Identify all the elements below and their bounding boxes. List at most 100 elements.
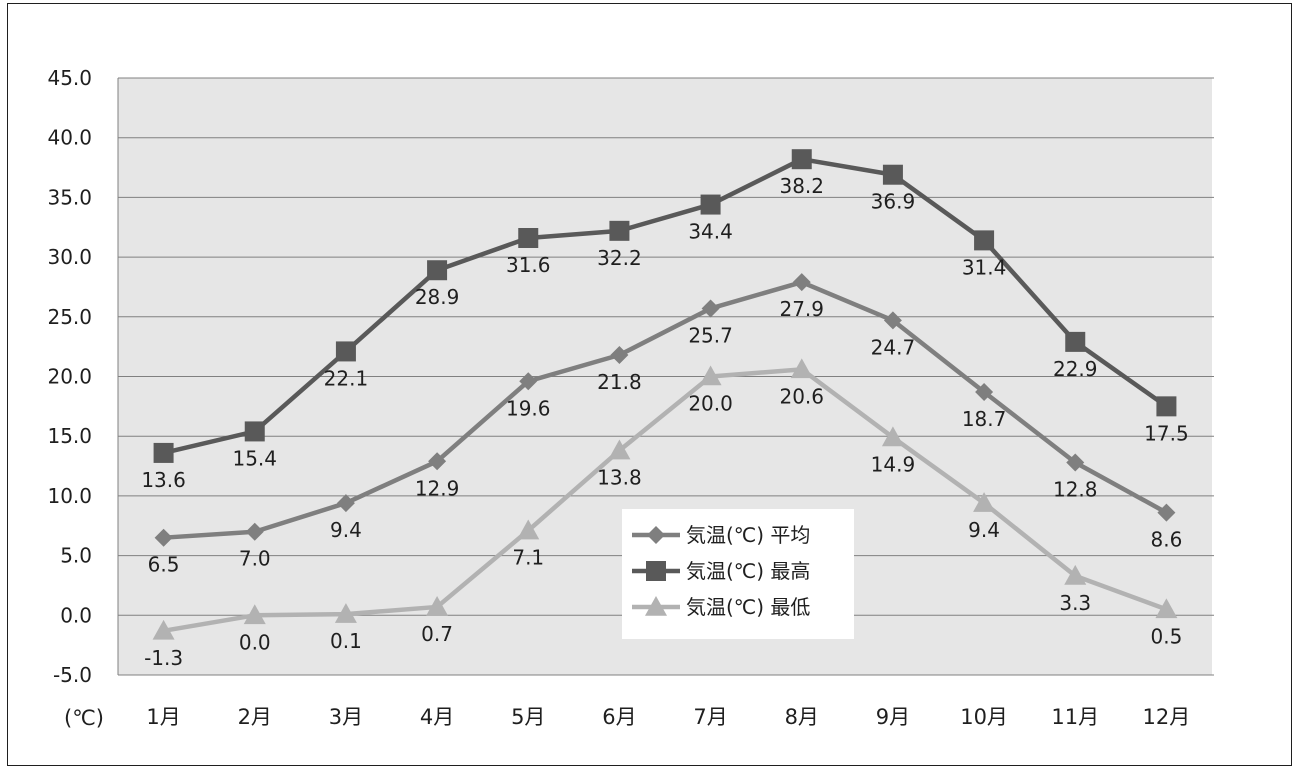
data-label: 19.6: [506, 396, 551, 420]
data-label: 31.6: [506, 253, 551, 277]
data-point-diamond: [1066, 453, 1085, 472]
data-point-triangle: [243, 604, 266, 625]
y-tick-label: 5.0: [60, 544, 92, 568]
data-point-triangle: [790, 358, 813, 379]
data-label: 20.0: [688, 392, 733, 416]
data-point-square: [244, 421, 265, 442]
data-point-diamond: [975, 383, 994, 402]
data-point-triangle: [152, 619, 175, 640]
data-label: 0.5: [1151, 624, 1183, 648]
data-label: 22.1: [324, 366, 369, 390]
data-point-square: [974, 230, 995, 251]
x-tick-label: 7月: [693, 705, 727, 729]
data-label: 28.9: [415, 285, 460, 309]
data-label: -1.3: [144, 646, 183, 670]
legend-marker-square: [646, 561, 666, 581]
data-label: 34.4: [688, 220, 733, 244]
data-label: 3.3: [1059, 591, 1091, 615]
y-tick-label: 35.0: [47, 185, 92, 209]
data-point-diamond: [519, 372, 538, 391]
data-label: 8.6: [1151, 528, 1183, 552]
x-tick-label: 9月: [876, 705, 910, 729]
data-label: 22.9: [1053, 357, 1098, 381]
x-tick-label: 10月: [960, 705, 1008, 729]
data-label: 0.7: [421, 622, 453, 646]
data-label: 20.6: [779, 384, 824, 408]
legend-marker-triangle: [645, 596, 667, 616]
y-tick-label: 0.0: [60, 603, 92, 627]
data-label: 38.2: [779, 174, 824, 198]
data-label: 7.0: [239, 547, 271, 571]
data-label: 15.4: [232, 446, 277, 470]
data-label: 12.8: [1053, 477, 1098, 501]
data-point-triangle: [517, 519, 540, 540]
data-point-triangle: [334, 603, 357, 623]
x-tick-label: 5月: [511, 705, 545, 729]
data-point-square: [700, 194, 721, 215]
data-label: 0.0: [239, 630, 271, 654]
x-tick-label: 3月: [329, 705, 363, 729]
data-point-square: [153, 442, 174, 463]
x-tick-label: 8月: [785, 705, 819, 729]
series-line-square: [163, 156, 1168, 456]
data-label: 24.7: [871, 335, 916, 359]
unit-label: (℃): [64, 706, 104, 730]
y-tick-label: 40.0: [47, 126, 92, 150]
x-tick-label: 2月: [238, 705, 272, 729]
data-label: 17.5: [1144, 421, 1189, 445]
data-label: 12.9: [415, 476, 460, 500]
y-tick-label: -5.0: [53, 663, 92, 687]
data-label: 14.9: [871, 452, 916, 476]
data-point-square: [609, 220, 630, 241]
data-point-diamond: [883, 311, 902, 330]
data-label: 25.7: [688, 323, 733, 347]
legend-entry: 気温(℃) 最低: [686, 595, 810, 619]
y-tick-label: 10.0: [47, 484, 92, 508]
data-label: 18.7: [962, 407, 1007, 431]
data-label: 31.4: [962, 255, 1007, 279]
data-point-square: [1156, 396, 1177, 417]
y-tick-label: 25.0: [47, 305, 92, 329]
data-point-diamond: [1157, 503, 1176, 522]
data-point-diamond: [701, 299, 720, 318]
data-point-triangle: [608, 439, 631, 460]
data-label: 7.1: [512, 546, 544, 570]
x-tick-label: 11月: [1051, 705, 1099, 729]
legend-entry: 気温(℃) 最高: [686, 559, 810, 583]
y-tick-label: 30.0: [47, 245, 92, 269]
y-tick-label: 15.0: [47, 424, 92, 448]
data-point-triangle: [1155, 598, 1178, 619]
data-label: 9.4: [330, 518, 362, 542]
data-label: 13.6: [141, 468, 186, 492]
data-point-square: [791, 149, 812, 170]
data-point-square: [335, 341, 356, 362]
data-point-triangle: [699, 365, 722, 386]
series-line-triangle: [163, 367, 1168, 634]
data-label: 6.5: [148, 553, 180, 577]
data-label: 13.8: [597, 466, 642, 490]
data-label: 32.2: [597, 246, 642, 270]
legend-entry: 気温(℃) 平均: [686, 523, 810, 547]
data-point-diamond: [428, 452, 447, 471]
data-point-triangle: [1064, 564, 1087, 585]
data-label: 21.8: [597, 370, 642, 394]
data-point-diamond: [245, 522, 264, 541]
data-point-diamond: [610, 346, 629, 365]
data-label: 36.9: [871, 190, 916, 214]
legend-marker-diamond: [647, 526, 665, 544]
data-point-diamond: [792, 273, 811, 292]
x-tick-label: 1月: [146, 705, 180, 729]
y-tick-label: 45.0: [47, 66, 92, 90]
x-tick-label: 4月: [420, 705, 454, 729]
x-tick-label: 12月: [1143, 705, 1191, 729]
data-point-triangle: [973, 492, 996, 512]
series-line-diamond: [163, 279, 1168, 540]
x-tick-label: 6月: [602, 705, 636, 729]
data-label: 0.1: [330, 629, 362, 653]
data-point-square: [427, 260, 448, 281]
data-point-diamond: [154, 528, 173, 547]
data-point-triangle: [426, 595, 449, 616]
data-point-square: [882, 164, 903, 185]
data-point-square: [518, 227, 539, 248]
